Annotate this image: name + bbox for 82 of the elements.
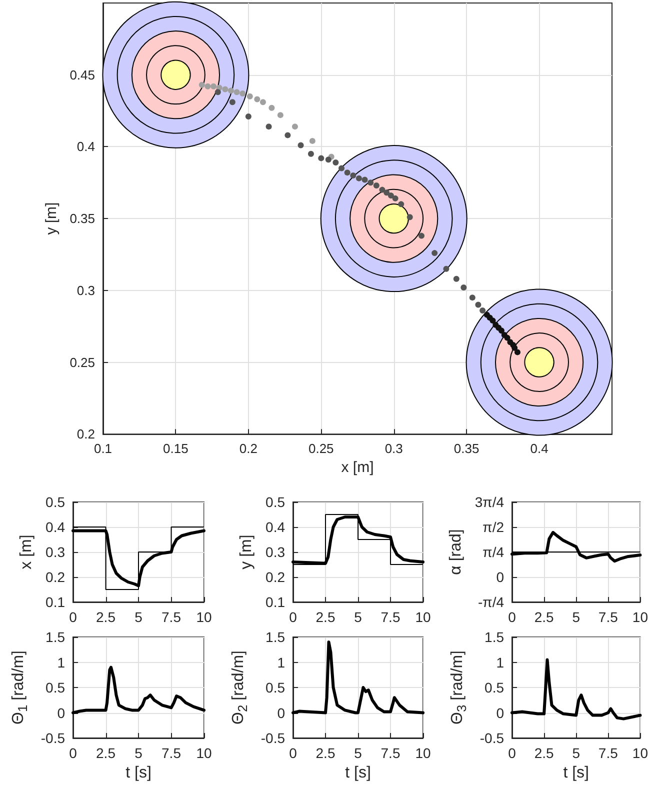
y-tick-label: -0.5 xyxy=(40,730,66,746)
x-tick-label: 2.5 xyxy=(316,745,336,761)
x-tick-label: 2.5 xyxy=(96,745,116,761)
x-tick-label: 0.25 xyxy=(308,441,334,456)
y-tick-label: 0.4 xyxy=(266,519,286,535)
y-axis-title: y [m] xyxy=(238,534,256,570)
y-tick-label: 0.3 xyxy=(76,282,95,298)
y-tick-label: 0.5 xyxy=(484,680,504,696)
y-tick-label: 0.3 xyxy=(46,544,66,560)
x-tick-label: 0.4 xyxy=(530,441,548,456)
x-tick-label: 0.3 xyxy=(384,441,403,456)
x-tick-label: 7.5 xyxy=(380,745,400,761)
x-tick-label: 0.2 xyxy=(239,441,258,456)
x-tick-label: 2.5 xyxy=(534,745,554,761)
x-axis-title: t [s] xyxy=(563,764,589,782)
y-axis-title: Θ1 [rad/m] xyxy=(10,650,30,724)
y-axis-title: α [rad] xyxy=(447,529,464,575)
x-tick-label: 0.15 xyxy=(163,441,188,456)
x-tick-label: 5 xyxy=(134,745,143,761)
y-tick-label: 0.5 xyxy=(46,680,66,696)
y-tick-label: 1 xyxy=(277,654,286,670)
y-tick-label: 0 xyxy=(496,569,504,586)
y-tick-label: 0.35 xyxy=(70,211,95,226)
y-axis-title: Θ2 [rad/m] xyxy=(230,650,250,724)
y-tick-label: 3π/4 xyxy=(474,494,504,510)
x-axis-title: x [m] xyxy=(341,459,374,476)
x-tick-label: 10 xyxy=(415,609,431,625)
y-tick-label: 0.4 xyxy=(46,519,66,535)
x-tick-label: 7.5 xyxy=(598,609,618,625)
y-tick-label: 1 xyxy=(57,654,66,670)
x-tick-label: 7.5 xyxy=(162,745,182,761)
y-tick-label: 0.2 xyxy=(76,426,95,442)
x-tick-label: 5 xyxy=(354,609,362,625)
x-tick-label: 7.5 xyxy=(380,609,400,625)
y-tick-label: 0 xyxy=(57,704,66,721)
x-tick-label: 10 xyxy=(632,745,648,761)
x-tick-label: 0.1 xyxy=(94,441,112,456)
x-tick-label: 0.35 xyxy=(454,441,480,456)
x-tick-label: 7.5 xyxy=(162,609,182,625)
y-tick-label: 1.5 xyxy=(484,629,504,645)
y-tick-label: 0.2 xyxy=(46,569,66,585)
y-tick-label: 0.1 xyxy=(46,594,66,610)
x-tick-label: 10 xyxy=(196,609,212,625)
y-axis-title: Θ3 [rad/m] xyxy=(449,650,469,724)
y-tick-label: π/2 xyxy=(482,518,504,535)
y-tick-label: 0.5 xyxy=(46,494,66,510)
y-tick-label: -0.5 xyxy=(260,730,286,746)
y-tick-label: 0.25 xyxy=(70,354,95,370)
y-tick-label: 1.5 xyxy=(46,629,66,645)
x-tick-label: 0 xyxy=(289,609,298,625)
x-tick-label: 0 xyxy=(508,745,516,761)
x-tick-label: 5 xyxy=(354,745,362,761)
x-tick-label: 10 xyxy=(632,609,648,625)
x-axis-title: t [s] xyxy=(126,764,152,782)
y-tick-label: -π/4 xyxy=(478,594,504,610)
x-tick-label: 10 xyxy=(415,745,431,761)
y-tick-label: 1 xyxy=(496,654,504,670)
y-tick-label: 0.45 xyxy=(70,67,95,82)
x-tick-label: 10 xyxy=(196,745,212,761)
y-tick-label: -0.5 xyxy=(480,730,504,746)
y-tick-label: 0.5 xyxy=(266,680,286,696)
x-tick-label: 0 xyxy=(508,609,516,625)
y-tick-label: π/4 xyxy=(482,544,504,560)
y-axis-title: y [m] xyxy=(42,202,60,235)
x-tick-label: 2.5 xyxy=(96,609,116,625)
y-tick-label: 0.4 xyxy=(76,139,95,154)
x-tick-label: 5 xyxy=(572,745,580,761)
x-axis-title: t [s] xyxy=(345,764,371,782)
y-tick-label: 1.5 xyxy=(266,629,286,645)
x-tick-label: 7.5 xyxy=(598,745,618,761)
y-tick-label: 0 xyxy=(496,704,504,721)
y-tick-label: 0.5 xyxy=(266,494,286,510)
x-tick-label: 0 xyxy=(289,745,298,761)
y-tick-label: 0 xyxy=(277,704,286,721)
y-tick-label: 0.3 xyxy=(266,544,286,560)
x-tick-label: 2.5 xyxy=(534,609,554,625)
x-tick-label: 5 xyxy=(572,609,580,625)
x-tick-label: 2.5 xyxy=(316,609,336,625)
y-axis-title: x [m] xyxy=(18,534,36,570)
y-tick-label: 0.2 xyxy=(266,569,286,585)
x-tick-label: 5 xyxy=(134,609,143,625)
y-tick-label: 0.1 xyxy=(266,594,286,610)
